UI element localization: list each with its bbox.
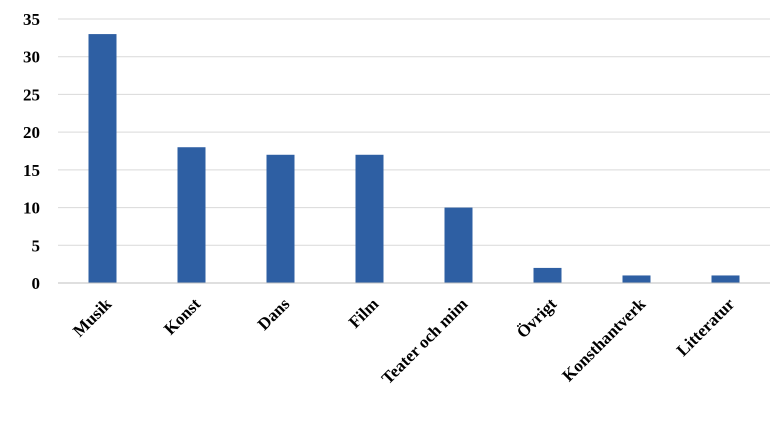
y-tick-label: 10 <box>23 199 40 218</box>
gridlines <box>58 18 770 246</box>
y-tick-label: 5 <box>32 236 41 255</box>
y-tick-label: 30 <box>23 48 40 67</box>
bars <box>88 34 740 284</box>
bar-2 <box>266 154 295 283</box>
bar-6 <box>622 275 651 283</box>
bar-5 <box>533 267 562 283</box>
bar-4 <box>444 207 473 283</box>
x-category-label: Övrigt <box>513 294 561 342</box>
y-tick-label: 15 <box>23 161 40 180</box>
x-category-label: Teater och mim <box>378 294 472 388</box>
x-category-label: Konst <box>160 294 204 338</box>
y-tick-label: 25 <box>23 85 40 104</box>
bar-7 <box>711 275 740 283</box>
x-category-label: Dans <box>254 294 294 334</box>
y-tick-label: 20 <box>23 123 40 142</box>
y-axis-tick-labels: 0 5 10 15 20 25 30 35 <box>23 10 40 293</box>
x-category-label: Konsthantverk <box>558 294 649 385</box>
x-category-label: Film <box>345 294 382 331</box>
bar-1 <box>177 147 206 283</box>
bar-0 <box>88 34 117 284</box>
x-category-label: Musik <box>69 294 116 341</box>
y-tick-label: 35 <box>23 10 40 29</box>
bar-3 <box>355 154 384 283</box>
y-tick-label: 0 <box>32 274 41 293</box>
x-category-label: Litteratur <box>673 294 739 360</box>
